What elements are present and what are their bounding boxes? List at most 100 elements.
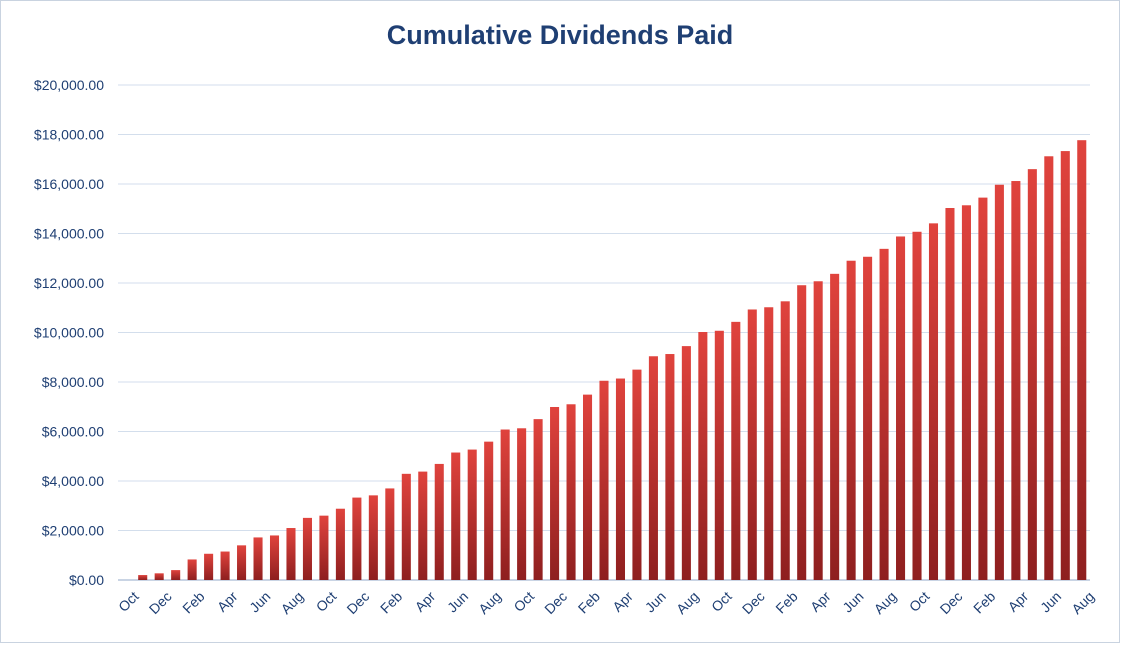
x-tick-label: Dec bbox=[146, 588, 175, 617]
x-tick-label: Dec bbox=[343, 588, 372, 617]
y-tick-label: $4,000.00 bbox=[42, 473, 104, 489]
bar bbox=[714, 330, 724, 580]
x-tick-label: Jun bbox=[642, 588, 669, 615]
x-tick-label: Jun bbox=[839, 588, 866, 615]
bar bbox=[1077, 140, 1087, 580]
y-tick-label: $0.00 bbox=[69, 572, 104, 588]
bar bbox=[335, 508, 345, 580]
bar bbox=[681, 346, 691, 580]
y-tick-label: $6,000.00 bbox=[42, 424, 104, 440]
gridlines bbox=[118, 84, 1090, 581]
bar bbox=[204, 553, 214, 580]
x-tick-label: Aug bbox=[673, 588, 702, 617]
bar bbox=[830, 273, 840, 580]
x-tick-label: Aug bbox=[475, 588, 504, 617]
bar bbox=[302, 517, 312, 580]
x-tick-label: Apr bbox=[609, 588, 636, 615]
bar bbox=[269, 535, 280, 580]
y-tick-label: $20,000.00 bbox=[34, 77, 104, 93]
bar bbox=[517, 428, 527, 580]
bar bbox=[994, 184, 1004, 580]
x-tick-label: Feb bbox=[970, 588, 999, 617]
bar bbox=[896, 236, 906, 580]
bar bbox=[928, 223, 939, 581]
bar bbox=[945, 208, 955, 580]
y-tick-label: $8,000.00 bbox=[42, 374, 104, 390]
bars bbox=[138, 140, 1087, 581]
bar bbox=[615, 378, 626, 580]
x-tick-label: Oct bbox=[708, 588, 735, 615]
bar bbox=[550, 406, 560, 580]
bar bbox=[385, 488, 395, 580]
bar bbox=[747, 309, 757, 580]
bar bbox=[764, 307, 774, 580]
x-tick-label: Jun bbox=[444, 588, 471, 615]
bar bbox=[500, 429, 510, 580]
bar bbox=[352, 497, 362, 580]
bar bbox=[368, 495, 378, 580]
bar bbox=[846, 260, 856, 580]
bar bbox=[1060, 151, 1070, 580]
bar bbox=[632, 369, 642, 580]
y-tick-label: $2,000.00 bbox=[42, 523, 104, 539]
y-tick-label: $18,000.00 bbox=[34, 127, 104, 143]
bar bbox=[698, 332, 708, 580]
x-tick-label: Oct bbox=[906, 588, 933, 615]
bar bbox=[863, 256, 873, 580]
bar bbox=[451, 452, 461, 580]
chart-title: Cumulative Dividends Paid bbox=[386, 20, 734, 50]
bar bbox=[879, 248, 889, 580]
y-axis-ticks: $0.00 $2,000.00 $4,000.00 $6,000.00 $8,000.0… bbox=[34, 77, 104, 588]
bar bbox=[582, 394, 593, 580]
bar bbox=[813, 281, 823, 580]
bar bbox=[187, 559, 197, 580]
x-tick-label: Jun bbox=[1037, 588, 1064, 615]
x-tick-label: Apr bbox=[214, 588, 241, 615]
bar bbox=[467, 449, 477, 580]
bar bbox=[1027, 169, 1037, 580]
x-tick-label: Feb bbox=[377, 588, 406, 617]
x-tick-label: Feb bbox=[772, 588, 801, 617]
x-tick-label: Dec bbox=[541, 588, 570, 617]
bar bbox=[1044, 156, 1054, 580]
bar bbox=[978, 197, 988, 581]
bar bbox=[237, 545, 247, 580]
bar bbox=[434, 463, 444, 580]
y-tick-label: $12,000.00 bbox=[34, 275, 104, 291]
x-tick-label: Feb bbox=[179, 588, 208, 617]
y-tick-label: $10,000.00 bbox=[34, 325, 104, 341]
x-tick-label: Aug bbox=[871, 588, 900, 617]
bar bbox=[319, 515, 329, 580]
x-tick-label: Jun bbox=[246, 588, 273, 615]
bar bbox=[401, 473, 411, 580]
x-tick-label: Apr bbox=[412, 588, 439, 615]
bar bbox=[665, 354, 675, 580]
x-tick-label: Aug bbox=[278, 588, 307, 617]
bar bbox=[220, 551, 230, 580]
bar bbox=[731, 321, 741, 580]
bar bbox=[253, 537, 263, 580]
x-tick-label: Dec bbox=[739, 588, 768, 617]
bar bbox=[171, 570, 181, 580]
x-tick-label: Oct bbox=[510, 588, 537, 615]
x-tick-label: Oct bbox=[313, 588, 340, 615]
x-tick-label: Apr bbox=[807, 588, 834, 615]
bar bbox=[648, 356, 658, 580]
x-tick-label: Oct bbox=[115, 588, 142, 615]
x-axis-ticks: Oct Dec Feb Apr Jun Aug Oct Dec Feb Apr Jun Aug Oct D… bbox=[115, 588, 1097, 617]
y-tick-label: $16,000.00 bbox=[34, 176, 104, 192]
x-tick-label: Apr bbox=[1005, 588, 1032, 615]
bar bbox=[566, 404, 576, 580]
bar bbox=[780, 301, 790, 580]
bar bbox=[912, 231, 922, 580]
bar bbox=[533, 419, 543, 580]
bar bbox=[797, 285, 807, 580]
bar bbox=[961, 205, 971, 580]
bar bbox=[286, 528, 296, 580]
x-tick-label: Feb bbox=[575, 588, 604, 617]
bar bbox=[1011, 181, 1021, 580]
bar bbox=[484, 441, 494, 580]
bar bbox=[599, 380, 609, 580]
x-tick-label: Aug bbox=[1068, 588, 1097, 617]
